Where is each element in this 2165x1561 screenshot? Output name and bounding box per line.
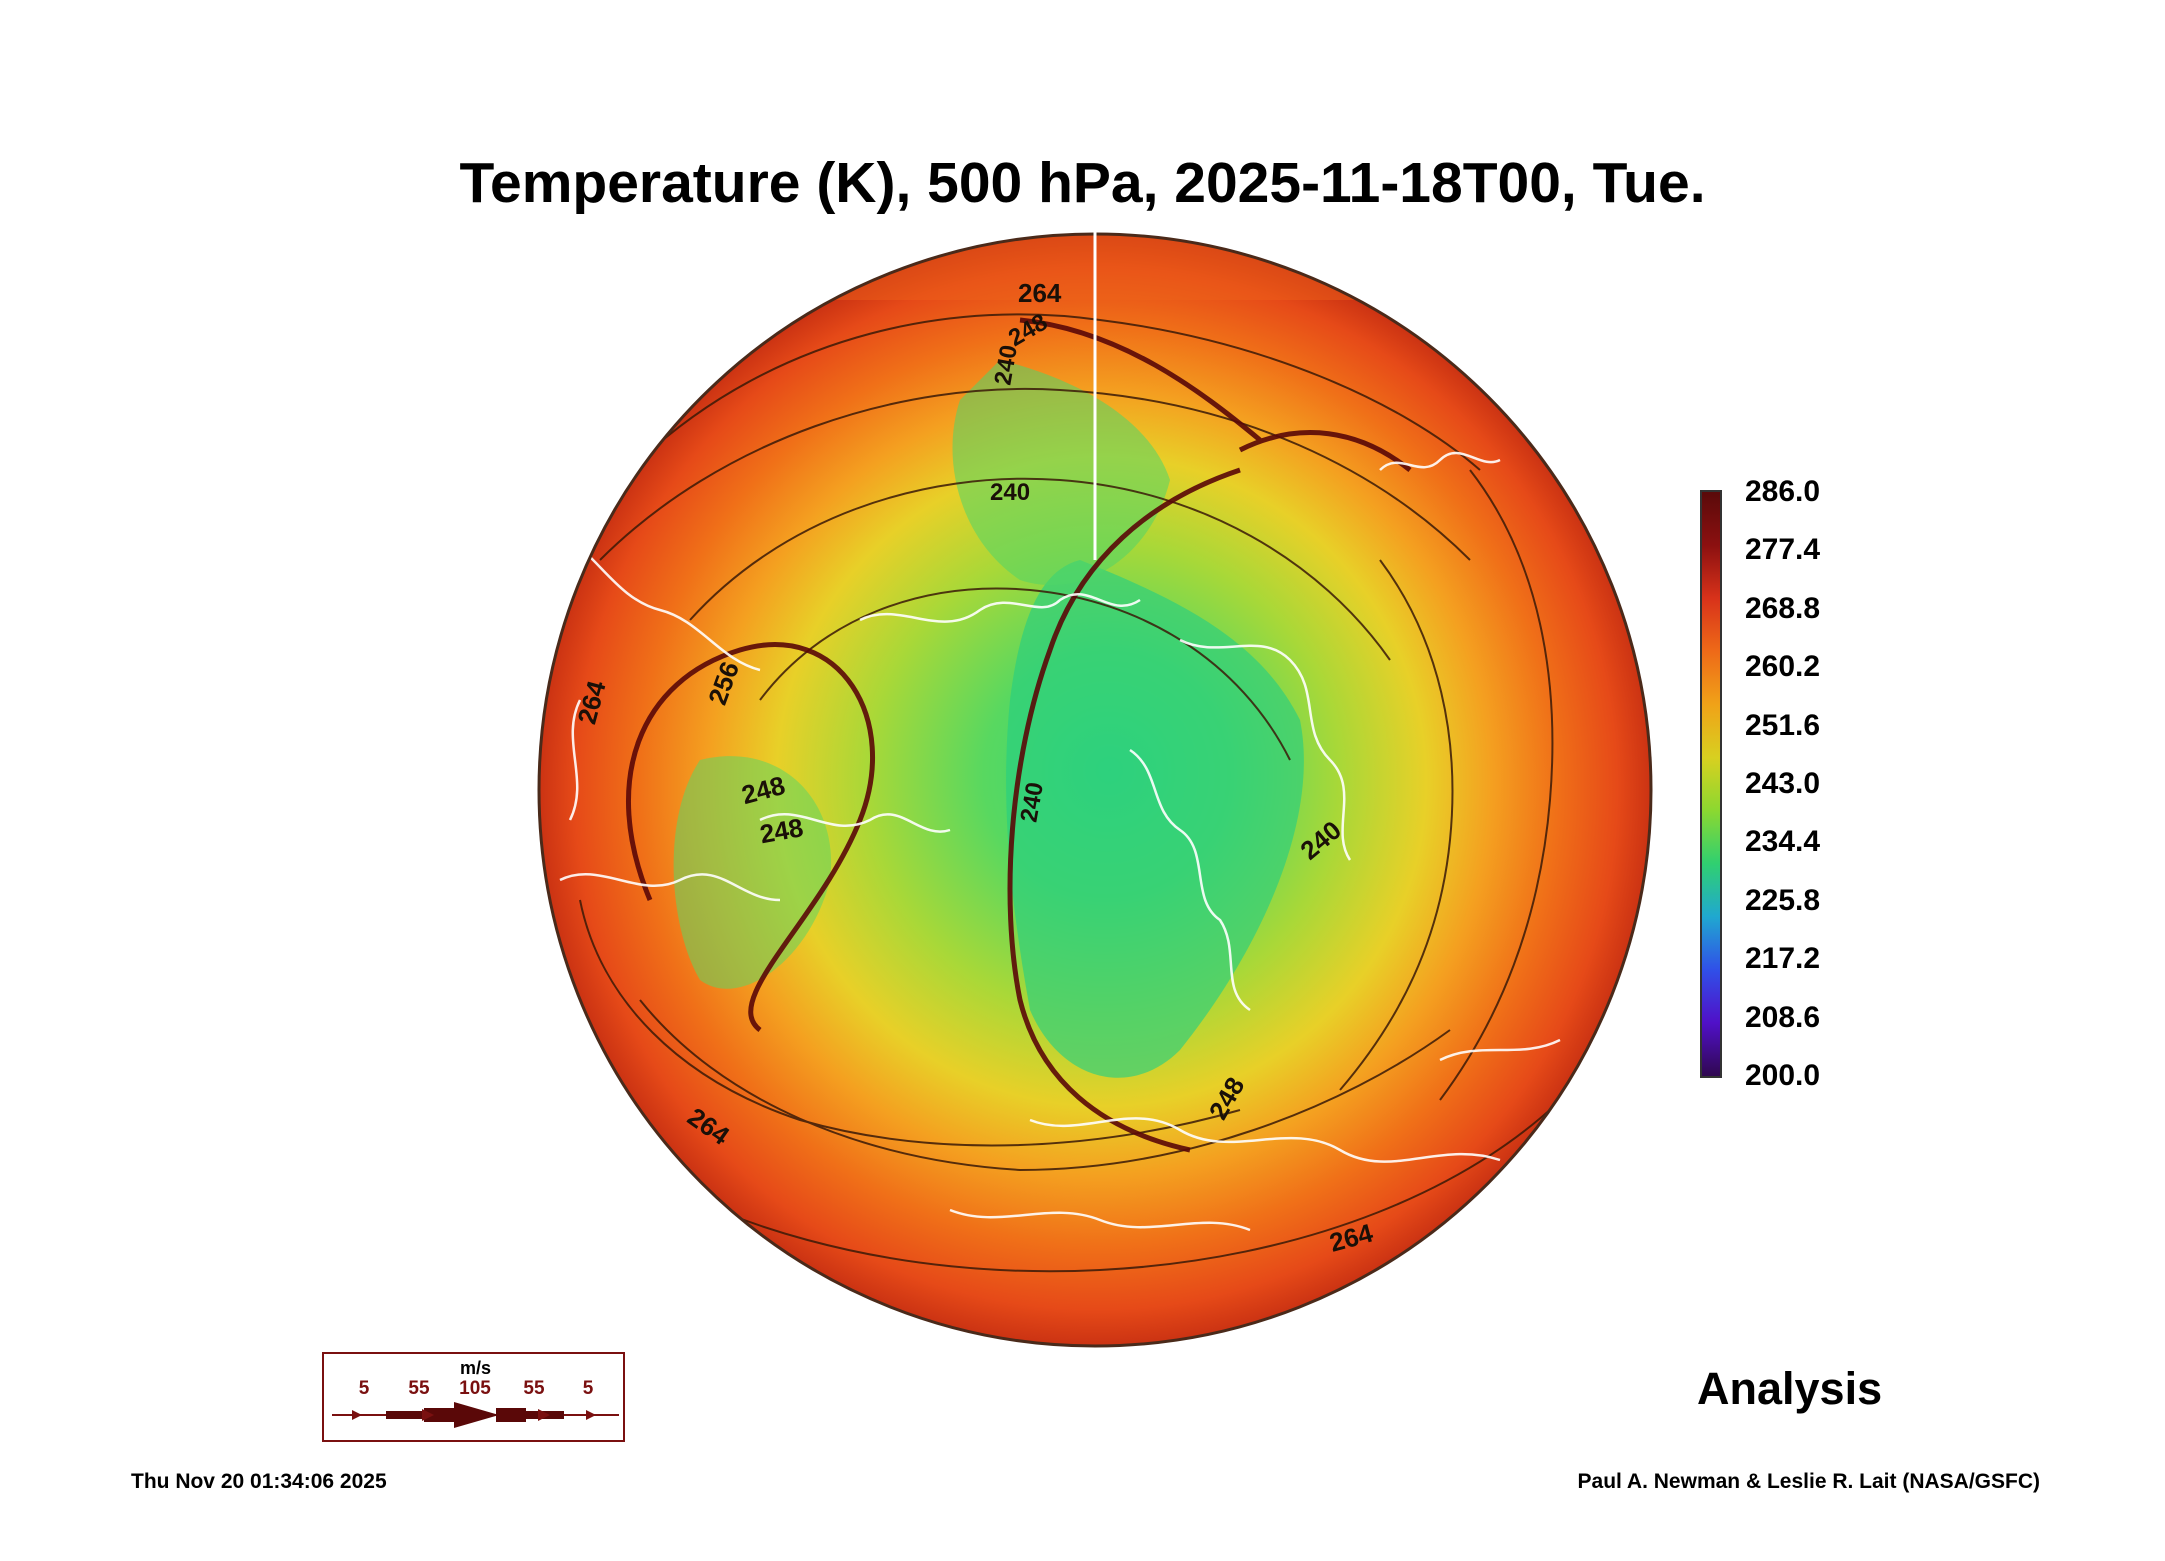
colorbar-tick-label: 243.0 xyxy=(1745,767,1821,800)
wind-speed-bar xyxy=(332,1402,619,1428)
colorbar-tick-label: 286.0 xyxy=(1745,475,1821,508)
colorbar-tick-label: 234.4 xyxy=(1745,825,1821,859)
colorbar-tick-label: 268.8 xyxy=(1745,591,1821,625)
colorbar-tick-label: 200.0 xyxy=(1745,1059,1821,1092)
credit: Paul A. Newman & Leslie R. Lait (NASA/GS… xyxy=(1577,1470,2040,1493)
page-title: Temperature (K), 500 hPa, 2025-11-18T00,… xyxy=(459,151,1706,215)
cold-core-region xyxy=(952,360,1170,586)
contour-label: 248 xyxy=(758,812,806,849)
colorbar-tick-label: 217.2 xyxy=(1745,942,1821,976)
wind-value: 55 xyxy=(523,1378,545,1399)
wind-speed-legend: m/s 5 55 105 55 5 xyxy=(322,1352,625,1442)
colorbar-tick-label: 225.8 xyxy=(1745,883,1821,917)
colorbar-tick-label: 251.6 xyxy=(1745,708,1821,742)
wind-value: 5 xyxy=(582,1378,594,1399)
timestamp: Thu Nov 20 01:34:06 2025 xyxy=(131,1470,387,1493)
contour-label: 264 xyxy=(1018,278,1062,308)
colorbar-tick-label: 208.6 xyxy=(1745,1000,1821,1034)
colorbar-tick-label: 277.4 xyxy=(1745,533,1821,567)
wind-unit-label: m/s xyxy=(459,1358,492,1378)
wind-value: 5 xyxy=(358,1378,370,1399)
wind-value: 105 xyxy=(459,1378,491,1399)
colorbar xyxy=(1700,490,1722,1078)
wind-value: 55 xyxy=(408,1378,430,1399)
contour-label: 240 xyxy=(990,479,1030,506)
colorbar-tick-label: 260.2 xyxy=(1745,650,1821,684)
analysis-label: Analysis xyxy=(1697,1363,1883,1414)
